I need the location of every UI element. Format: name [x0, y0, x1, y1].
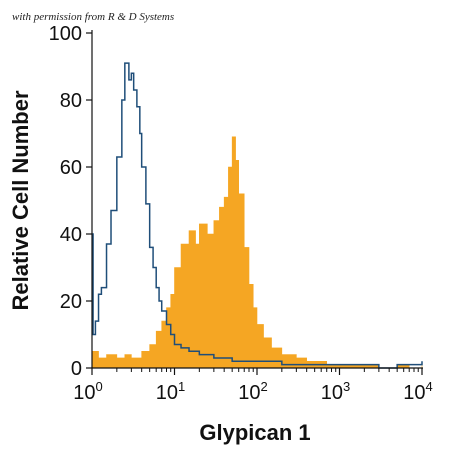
- y-tick-label: 60: [60, 157, 82, 179]
- outline-histogram-series: [92, 62, 423, 369]
- y-tick-label: 40: [60, 224, 82, 246]
- x-tick-label: 103: [321, 379, 350, 404]
- y-tick-label: 0: [71, 358, 82, 380]
- y-tick-label: 20: [60, 291, 82, 313]
- axes: 0 20 40 60 80 100 100 101 102 103 104: [49, 23, 433, 404]
- y-tick-label: 80: [60, 90, 82, 112]
- y-tick-label: 100: [49, 23, 82, 45]
- x-tick-label: 104: [403, 379, 432, 404]
- filled-histogram-series: [91, 136, 423, 369]
- x-tick-label: 101: [156, 379, 185, 404]
- plot-area: [91, 62, 423, 369]
- x-axis-title: Glypican 1: [199, 420, 310, 445]
- x-tick-label: 102: [238, 379, 267, 404]
- y-axis-title: Relative Cell Number: [8, 90, 33, 311]
- credit-text: with permission from R & D Systems: [12, 11, 174, 23]
- x-tick-label: 100: [73, 379, 102, 404]
